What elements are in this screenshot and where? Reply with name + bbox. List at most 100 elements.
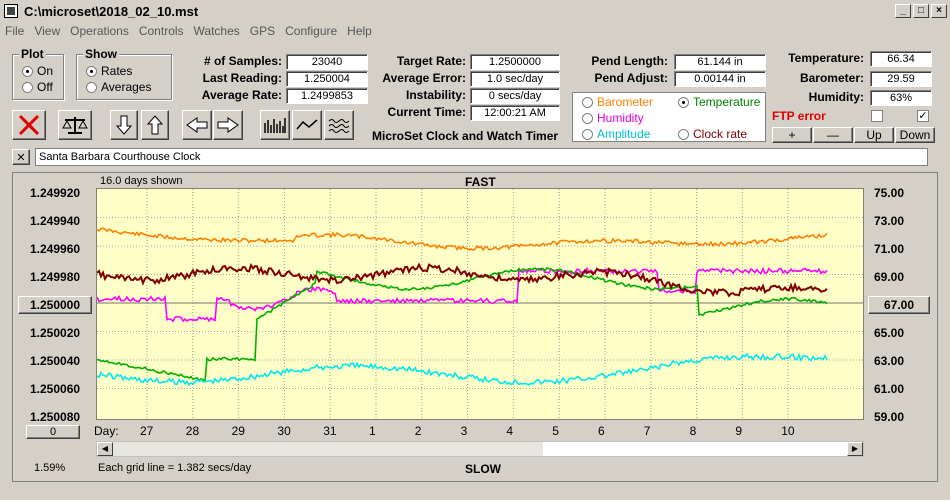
day-tick-label: 4 xyxy=(506,424,514,438)
right-tick-5: 65.00 xyxy=(874,326,905,340)
left-arrow-button[interactable] xyxy=(182,110,212,140)
temperature-trace xyxy=(96,267,828,383)
adjust-up-button[interactable]: Up xyxy=(854,127,894,143)
waves-icon xyxy=(328,119,350,133)
adjust-down-button[interactable]: Down xyxy=(895,127,935,143)
samples-field: 23040 xyxy=(286,54,368,70)
menu-gps[interactable]: GPS xyxy=(249,24,276,38)
day-tick-label: 30 xyxy=(277,424,291,438)
left-tick-7: 1.250060 xyxy=(30,382,81,396)
barometer-field: 29.59 xyxy=(870,71,932,87)
day-tick-label: 8 xyxy=(689,424,697,438)
left-center-button[interactable]: 1.250000 xyxy=(18,296,92,314)
bar-graph-icon xyxy=(264,118,286,133)
sensor-select-panel xyxy=(572,92,766,142)
menu-configure[interactable]: Configure xyxy=(285,24,338,38)
pend-length-field: 61.144 in xyxy=(674,54,766,70)
adjust-plus-button[interactable]: + xyxy=(772,127,812,143)
menu-help[interactable]: Help xyxy=(347,24,372,38)
app-icon xyxy=(4,4,18,18)
target-rate-label: Target Rate: xyxy=(396,54,466,68)
menu-view[interactable]: View xyxy=(34,24,61,38)
show-group: Show xyxy=(76,47,172,100)
day-tick-label: 29 xyxy=(231,424,245,438)
chart-scrollbar[interactable]: ◀ ▶ xyxy=(96,441,864,457)
down-arrow-button[interactable] xyxy=(110,110,138,140)
temperature-label: Temperature: xyxy=(788,51,864,65)
day-tick-label: 6 xyxy=(598,424,605,438)
sensor-barometer-radio[interactable]: Barometer xyxy=(582,95,653,109)
menu-operations[interactable]: Operations xyxy=(70,24,129,38)
plot-on-radio[interactable]: On xyxy=(22,64,53,78)
sensor-humidity-radio[interactable]: Humidity xyxy=(582,111,644,125)
day-tick-label: 1 xyxy=(369,424,376,438)
instability-field: 0 secs/day xyxy=(470,88,560,104)
arrow-left-icon xyxy=(186,117,208,133)
fast-label: FAST xyxy=(465,175,496,189)
clock-rate-trace xyxy=(96,262,828,298)
arrow-down-icon xyxy=(115,115,133,135)
scroll-left-icon[interactable]: ◀ xyxy=(97,442,113,456)
line-view-button[interactable] xyxy=(292,110,322,140)
show-averages-radio[interactable]: Averages xyxy=(86,80,151,94)
close-button[interactable]: × xyxy=(931,4,947,18)
days-shown-label: 16.0 days shown xyxy=(100,175,183,187)
maximize-button[interactable]: □ xyxy=(913,4,929,18)
arrow-right-icon xyxy=(217,117,239,133)
title-bar: C:\microset\2018_02_10.mst _ □ × xyxy=(0,0,950,22)
day-tick-label: 5 xyxy=(552,424,559,438)
menu-bar: File View Operations Controls Watches GP… xyxy=(0,24,377,42)
clock-remove-button[interactable]: ✕ xyxy=(12,149,30,165)
average-error-label: Average Error: xyxy=(382,71,466,85)
menu-watches[interactable]: Watches xyxy=(193,24,240,38)
minimize-button[interactable]: _ xyxy=(895,4,911,18)
wave-view-button[interactable] xyxy=(324,110,354,140)
left-tick-6: 1.250040 xyxy=(30,354,81,368)
day-tick-label: 7 xyxy=(643,424,651,438)
rate-chart[interactable] xyxy=(96,188,864,420)
bars-view-button[interactable] xyxy=(260,110,290,140)
clock-name-field[interactable]: Santa Barbara Courthouse Clock xyxy=(35,148,928,166)
clear-button[interactable] xyxy=(12,110,46,140)
left-tick-8: 1.250080 xyxy=(30,410,81,424)
scroll-right-icon[interactable]: ▶ xyxy=(847,442,863,456)
plot-off-radio[interactable]: Off xyxy=(22,80,53,94)
left-tick-1: 1.249940 xyxy=(30,214,81,228)
ftp-checkbox-2[interactable]: ✓ xyxy=(917,110,929,122)
right-arrow-button[interactable] xyxy=(213,110,243,140)
humidity-label: Humidity: xyxy=(808,90,864,104)
app-name-label: MicroSet Clock and Watch Timer xyxy=(372,129,559,143)
day-tick-label: 9 xyxy=(735,424,743,438)
right-tick-6: 63.00 xyxy=(874,354,905,368)
instability-label: Instability: xyxy=(405,88,466,102)
left-tick-0: 1.249920 xyxy=(30,186,81,200)
last-reading-field: 1.250004 xyxy=(286,71,368,87)
pend-adjust-field: 0.00144 in xyxy=(674,71,766,87)
balance-button[interactable] xyxy=(58,110,92,140)
up-arrow-button[interactable] xyxy=(141,110,169,140)
pend-adjust-label: Pend Adjust: xyxy=(594,71,668,85)
zero-button[interactable]: 0 xyxy=(26,425,80,439)
right-tick-0: 75.00 xyxy=(874,186,905,200)
humidity-trace xyxy=(96,266,828,323)
slow-label: SLOW xyxy=(465,462,501,476)
menu-controls[interactable]: Controls xyxy=(138,24,184,38)
barometer-label: Barometer: xyxy=(799,71,864,85)
left-tick-3: 1.249980 xyxy=(30,270,81,284)
ftp-checkbox-1[interactable] xyxy=(871,110,883,122)
line-graph-icon xyxy=(296,119,318,130)
right-tick-2: 71.00 xyxy=(874,242,905,256)
average-error-field: 1.0 sec/day xyxy=(470,71,560,87)
menu-file[interactable]: File xyxy=(5,24,25,38)
right-center-button[interactable]: 67.00 xyxy=(868,296,930,314)
sensor-amplitude-radio[interactable]: Amplitude xyxy=(582,127,650,141)
scroll-thumb[interactable] xyxy=(543,442,847,456)
left-tick-2: 1.249960 xyxy=(30,242,81,256)
adjust-minus-button[interactable]: — xyxy=(813,127,853,143)
right-tick-8: 59.00 xyxy=(874,410,905,424)
show-rates-radio[interactable]: Rates xyxy=(86,64,132,78)
sensor-temperature-radio[interactable]: Temperature xyxy=(678,95,760,109)
show-group-title: Show xyxy=(83,47,119,61)
sensor-clockrate-radio[interactable]: Clock rate xyxy=(678,127,747,141)
